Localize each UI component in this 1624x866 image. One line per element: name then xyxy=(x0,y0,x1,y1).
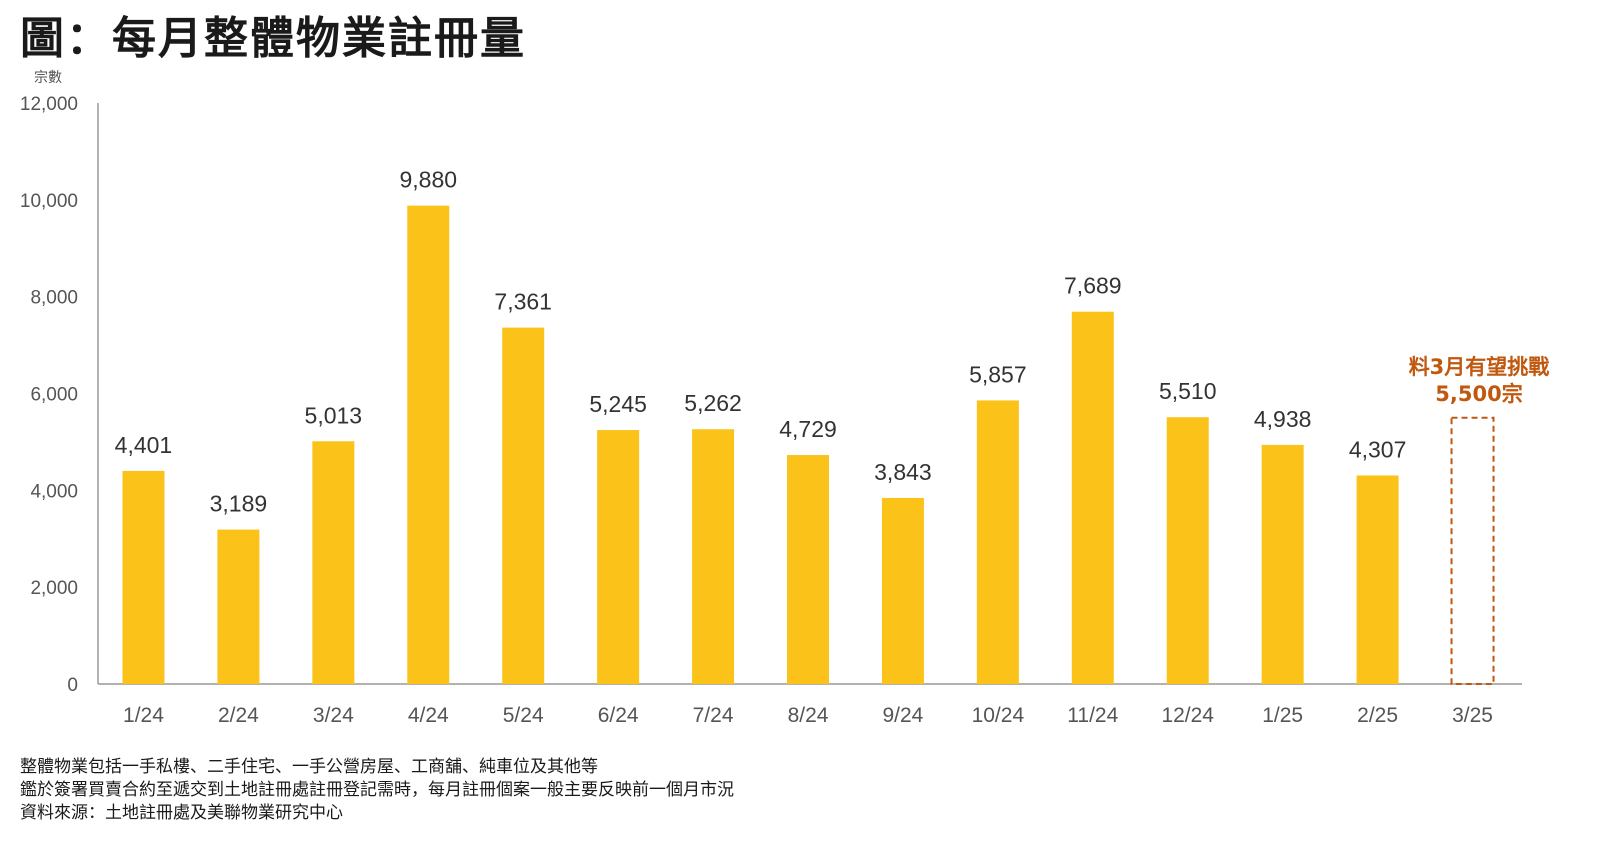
bar xyxy=(312,441,355,684)
bar xyxy=(1166,417,1209,684)
x-tick-label: 8/24 xyxy=(788,704,829,727)
note-line: 鑑於簽署買賣合約至遞交到土地註冊處註冊登記需時，每月註冊個案一般主要反映前一個月… xyxy=(20,780,734,800)
x-tick-label: 1/25 xyxy=(1262,704,1303,727)
x-tick-label: 10/24 xyxy=(972,704,1025,727)
x-axis-ticks: 1/24 2/24 3/24 4/24 5/24 6/24 7/24 8/24 9/24 10/2… xyxy=(123,704,1493,727)
x-tick-label: 11/24 xyxy=(1067,704,1118,727)
y-tick-label: 4,000 xyxy=(30,481,78,502)
bar xyxy=(502,327,545,684)
data-label: 4,307 xyxy=(1349,436,1407,462)
bar xyxy=(787,455,829,684)
x-tick-label: 6/24 xyxy=(598,704,639,727)
x-tick-label: 2/24 xyxy=(218,704,259,727)
data-label: 5,245 xyxy=(589,391,647,417)
x-tick-label: 3/24 xyxy=(313,704,354,727)
note-line: 資料來源：土地註冊處及美聯物業研究中心 xyxy=(20,803,343,823)
data-labels: 4,401 3,189 5,013 9,880 7,361 5,245 5,262 4,729… xyxy=(115,167,1407,517)
data-label: 3,189 xyxy=(210,491,268,517)
y-axis-ticks: 0 2,000 4,000 6,000 8,000 10,000 12,000 xyxy=(20,94,78,696)
data-label: 7,689 xyxy=(1064,273,1122,299)
bar xyxy=(122,470,165,684)
footnotes: 整體物業包括一手私樓、二手住宅、一手公營房屋、工商舖、純車位及其他等 鑑於簽署買… xyxy=(20,756,734,825)
y-tick-label: 10,000 xyxy=(20,191,78,212)
data-label: 4,729 xyxy=(779,416,837,442)
data-label: 7,361 xyxy=(494,289,552,315)
bar xyxy=(1261,444,1304,684)
data-label: 5,262 xyxy=(684,390,742,416)
x-tick-label: 5/24 xyxy=(503,704,544,727)
data-label: 5,510 xyxy=(1159,378,1217,404)
data-label: 5,013 xyxy=(305,402,363,428)
y-tick-label: 6,000 xyxy=(30,385,78,406)
forecast-annotation-line2: 5,500宗 xyxy=(1435,382,1522,406)
x-tick-label: 4/24 xyxy=(408,704,449,727)
x-tick-label: 9/24 xyxy=(882,704,923,727)
bar xyxy=(881,497,924,684)
bar-series xyxy=(122,205,1399,685)
x-tick-label: 12/24 xyxy=(1161,704,1214,727)
bar xyxy=(1356,475,1399,684)
data-label: 5,857 xyxy=(969,361,1027,387)
y-axis-unit-label: 宗數 xyxy=(34,70,62,86)
data-label: 4,401 xyxy=(115,432,173,458)
bar xyxy=(692,429,735,684)
y-tick-label: 2,000 xyxy=(30,578,78,599)
x-tick-label: 1/24 xyxy=(123,704,164,727)
data-label: 9,880 xyxy=(399,167,457,193)
data-label: 4,938 xyxy=(1254,406,1312,432)
forecast-bar xyxy=(1450,416,1495,685)
note-line: 整體物業包括一手私樓、二手住宅、一手公營房屋、工商舖、純車位及其他等 xyxy=(20,757,598,777)
x-tick-label: 7/24 xyxy=(693,704,734,727)
x-tick-label: 3/25 xyxy=(1452,704,1493,727)
y-tick-label: 0 xyxy=(67,675,78,696)
y-tick-label: 12,000 xyxy=(20,94,78,115)
bar xyxy=(976,400,1019,684)
bar xyxy=(1071,311,1114,684)
bar xyxy=(597,430,640,684)
forecast-group: 料3月有望挑戰 5,500宗 xyxy=(1409,355,1550,685)
x-tick-label: 2/25 xyxy=(1357,704,1398,727)
y-tick-label: 8,000 xyxy=(30,288,78,309)
data-label: 3,843 xyxy=(874,459,932,485)
bar xyxy=(407,205,450,685)
page-title: 圖：每月整體物業註冊量 xyxy=(20,13,526,64)
bar xyxy=(217,529,260,684)
forecast-annotation-line1: 料3月有望挑戰 xyxy=(1409,355,1550,379)
